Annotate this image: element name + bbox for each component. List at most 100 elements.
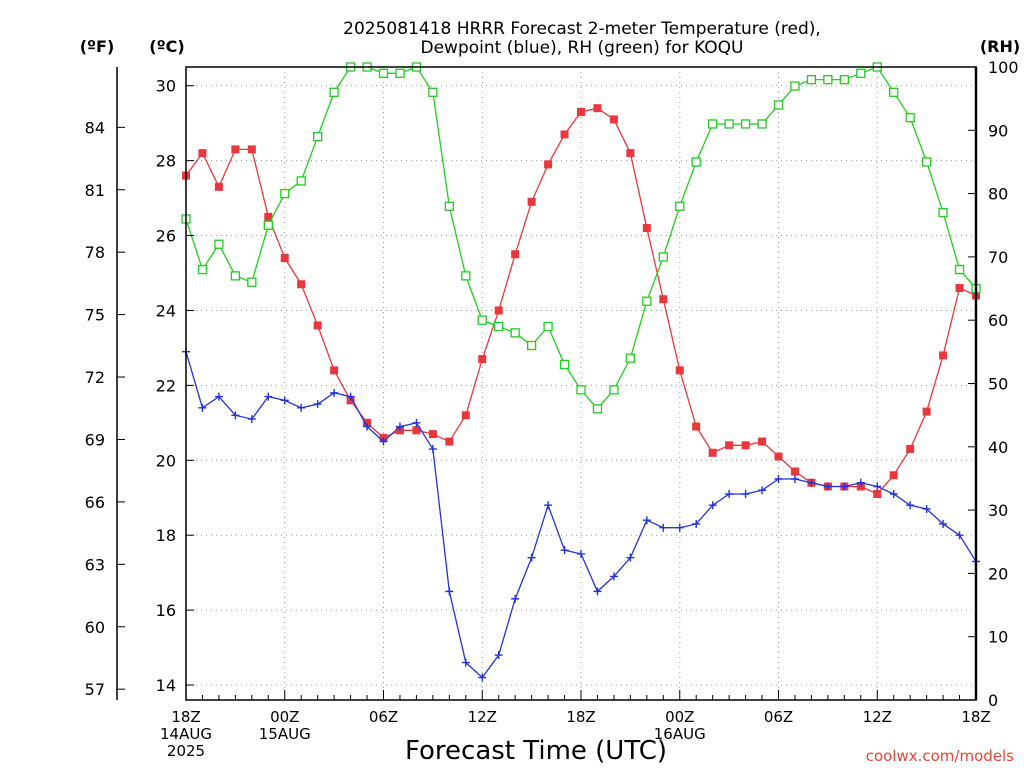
fahrenheit-tick-label: 69 xyxy=(85,430,105,449)
series-line-dewpoint xyxy=(185,351,977,679)
data-point-dewpoint xyxy=(725,489,734,498)
fahrenheit-tick-label: 60 xyxy=(85,618,105,637)
data-point-temperature xyxy=(725,441,734,450)
celsius-tick-label: 16 xyxy=(156,601,176,620)
data-point-rh xyxy=(197,264,208,275)
data-point-dewpoint xyxy=(593,587,602,596)
data-point-rh xyxy=(329,87,339,97)
data-point-dewpoint xyxy=(412,418,421,427)
data-point-rh xyxy=(247,277,257,287)
data-point-rh xyxy=(428,87,438,97)
data-point-temperature xyxy=(774,452,783,461)
celsius-tick-label: 14 xyxy=(156,676,176,695)
data-point-dewpoint xyxy=(692,519,701,528)
data-point-rh xyxy=(559,359,570,370)
data-point-dewpoint xyxy=(758,486,767,495)
fahrenheit-tick-label: 84 xyxy=(85,118,105,137)
data-point-rh xyxy=(214,239,224,249)
axis-layer: 1416182022242628305760636669727578818401… xyxy=(85,58,1019,760)
data-point-dewpoint xyxy=(823,482,832,491)
data-point-temperature xyxy=(955,283,964,292)
data-point-temperature xyxy=(593,104,602,113)
fahrenheit-tick-label: 66 xyxy=(85,493,105,512)
data-point-rh xyxy=(444,201,454,211)
data-point-dewpoint xyxy=(560,546,569,555)
data-point-rh xyxy=(625,353,636,363)
data-point-dewpoint xyxy=(264,392,273,401)
data-point-temperature xyxy=(247,145,256,154)
data-point-temperature xyxy=(198,149,207,158)
data-point-temperature xyxy=(297,280,306,289)
data-point-dewpoint xyxy=(642,516,651,525)
rh-tick-label: 30 xyxy=(988,501,1008,520)
data-point-temperature xyxy=(873,489,882,498)
data-point-temperature xyxy=(231,145,240,154)
data-point-rh xyxy=(477,315,487,325)
data-point-dewpoint xyxy=(511,594,520,603)
x-tick-label: 00Z xyxy=(665,708,694,726)
data-point-rh xyxy=(263,220,273,230)
data-point-dewpoint xyxy=(363,422,372,431)
data-point-dewpoint xyxy=(922,504,931,513)
data-point-dewpoint xyxy=(494,651,503,660)
data-point-dewpoint xyxy=(741,489,750,498)
data-point-temperature xyxy=(659,295,668,304)
fahrenheit-tick-label: 72 xyxy=(85,368,105,387)
data-point-dewpoint xyxy=(231,411,240,420)
data-point-temperature xyxy=(741,441,750,450)
data-point-rh xyxy=(230,271,241,281)
data-point-temperature xyxy=(577,107,585,116)
data-point-rh xyxy=(905,112,915,123)
celsius-tick-label: 28 xyxy=(156,152,176,171)
data-point-temperature xyxy=(214,182,223,191)
data-point-rh xyxy=(280,188,290,199)
data-point-dewpoint xyxy=(873,482,882,491)
data-point-rh xyxy=(790,81,800,91)
data-point-temperature xyxy=(642,224,651,233)
x-tick-label: 18Z xyxy=(171,708,200,726)
data-point-rh xyxy=(461,271,471,281)
data-point-rh xyxy=(642,296,652,306)
data-point-rh xyxy=(921,157,932,167)
x-tick-label: 18Z xyxy=(961,708,990,726)
data-point-temperature xyxy=(922,407,931,416)
series-layer xyxy=(181,62,981,682)
unit-label-celsius: (ºC) xyxy=(149,37,184,56)
data-point-rh xyxy=(773,100,784,110)
celsius-tick-label: 30 xyxy=(156,77,176,96)
data-point-rh xyxy=(724,119,734,129)
data-point-dewpoint xyxy=(840,482,849,491)
data-point-dewpoint xyxy=(577,549,585,558)
x-tick-label: 16AUG xyxy=(654,725,706,743)
data-point-rh xyxy=(675,201,685,211)
data-point-temperature xyxy=(626,149,635,158)
data-point-temperature xyxy=(758,437,767,446)
data-point-dewpoint xyxy=(395,422,404,431)
data-point-dewpoint xyxy=(247,415,256,424)
data-point-rh xyxy=(823,75,833,85)
data-point-rh xyxy=(806,75,817,85)
data-point-temperature xyxy=(478,355,487,364)
data-point-dewpoint xyxy=(478,673,487,682)
data-point-rh xyxy=(576,385,586,395)
data-point-rh xyxy=(494,321,504,332)
data-point-temperature xyxy=(708,448,717,457)
data-point-dewpoint xyxy=(807,478,816,487)
x-tick-label: 18Z xyxy=(566,708,595,726)
data-point-temperature xyxy=(790,467,799,476)
data-point-dewpoint xyxy=(379,437,388,446)
rh-tick-label: 40 xyxy=(988,438,1008,457)
data-point-rh xyxy=(856,68,866,78)
data-point-dewpoint xyxy=(428,445,437,454)
x-tick-label: 15AUG xyxy=(259,725,311,743)
fahrenheit-tick-label: 57 xyxy=(85,680,105,699)
rh-tick-label: 70 xyxy=(988,248,1008,267)
data-point-rh xyxy=(757,119,767,129)
data-point-temperature xyxy=(527,197,536,206)
data-point-rh xyxy=(296,176,306,186)
data-point-rh xyxy=(510,328,520,338)
data-point-temperature xyxy=(511,250,520,259)
data-point-rh xyxy=(526,340,537,351)
data-point-temperature xyxy=(939,351,948,360)
